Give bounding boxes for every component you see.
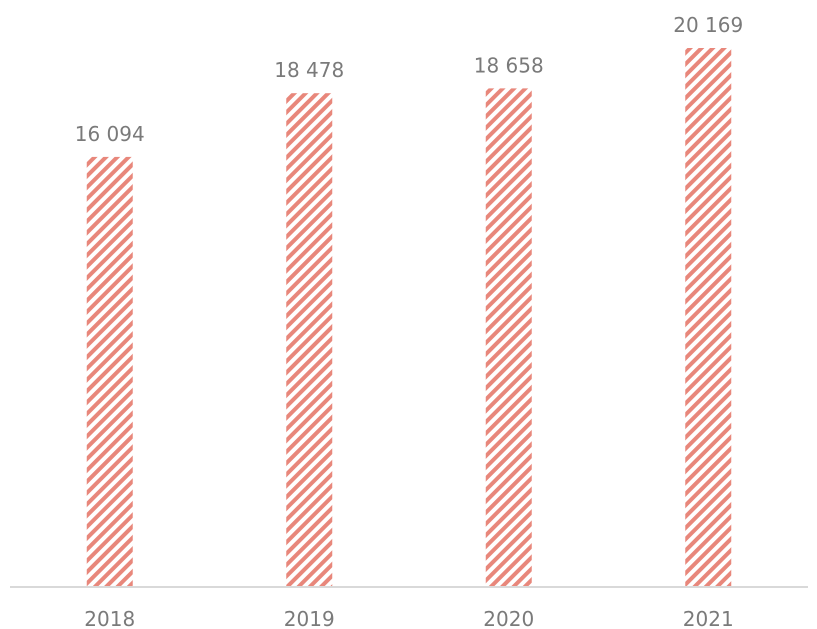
bar-2018: [86, 156, 133, 587]
x-tick-label-2018: 2018: [84, 607, 135, 629]
bar-2019: [286, 93, 333, 588]
data-label-2018: 16 094: [75, 122, 145, 146]
data-label-2021: 20 169: [673, 13, 743, 37]
bars-layer: [86, 48, 732, 588]
labels-layer: 16 094 2018 18 478 2019 18 658 2020 20 169 2021: [75, 13, 743, 629]
data-label-2020: 18 658: [474, 53, 544, 77]
x-tick-label-2021: 2021: [683, 607, 734, 629]
data-label-2019: 18 478: [274, 58, 344, 82]
bar-2021: [685, 48, 732, 587]
x-tick-label-2020: 2020: [483, 607, 534, 629]
bar-2020: [485, 88, 532, 587]
x-tick-label-2019: 2019: [284, 607, 335, 629]
